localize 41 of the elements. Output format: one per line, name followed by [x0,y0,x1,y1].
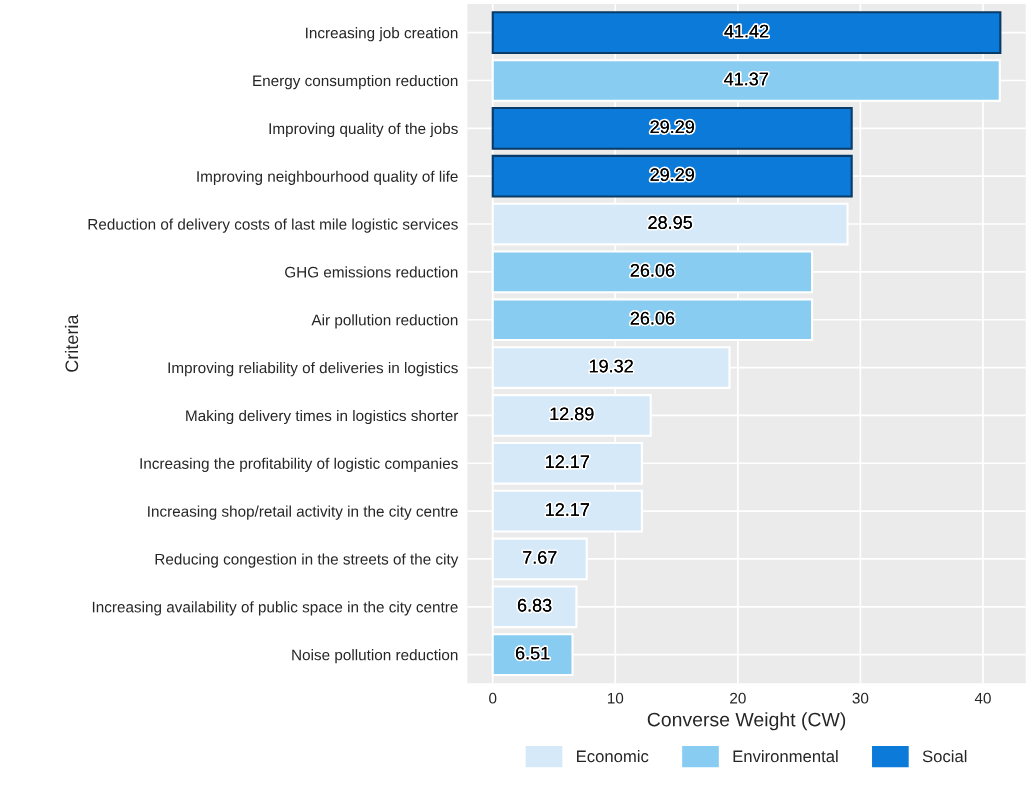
y-tick-label: Increasing job creation [306,27,458,42]
y-tick-label: Increasing availability of public space in the city centre [92,601,458,616]
legend-label: Social [922,750,967,763]
y-tick-label: GHG emissions reduction [285,266,458,278]
data-label: 6.51 [515,646,550,660]
y-tick-label: Increasing shop/retail activity in the city centre [148,505,458,520]
legend-label: Environmental [733,750,838,763]
data-label: 28.95 [648,216,692,229]
data-label: 12.17 [546,455,589,468]
data-label: 19.32 [589,359,633,373]
data-label: 41.37 [724,72,768,86]
data-label: 26.06 [630,311,675,325]
data-label: 7.67 [523,551,557,564]
data-label: 26.06 [630,263,675,277]
x-axis-title: Converse Weight (CW) [647,712,846,731]
x-tick-label: 30 [852,692,869,704]
bar [491,11,1002,55]
x-tick-label: 20 [730,692,746,704]
x-tick-label: 0 [489,692,497,704]
x-tick-label: 40 [974,692,991,704]
data-label: 29.29 [650,168,694,182]
y-tick-label: Improving quality of the jobs [269,122,458,138]
y-tick-label: Making delivery times in logistics shorter [186,409,459,425]
y-tick-label: Reduction of delivery costs of last mile logistic services [88,218,458,233]
y-tick-label: Improving neighbourhood quality of life [197,170,458,185]
y-tick-label: Reducing congestion in the streets of the city [155,553,459,568]
bar [491,154,853,198]
y-tick-label: Air pollution reduction [311,314,458,329]
y-tick-label: Improving reliability of deliveries in logistics [168,362,458,377]
y-tick-label: Noise pollution reduction [292,649,458,664]
data-label: 6.83 [517,598,552,612]
bar [491,106,853,150]
y-tick-label: Increasing the profitability of logistic companies [140,457,458,472]
y-axis-title: Criteria [64,314,79,372]
data-label: 29.29 [650,120,694,134]
data-label: 12.17 [546,503,589,516]
data-label: 12.89 [550,407,594,421]
data-label: 41.42 [724,24,769,38]
y-tick-label: Energy consumption reduction [253,74,458,90]
x-tick-label: 10 [607,692,624,704]
legend-label: Economic [577,750,649,763]
